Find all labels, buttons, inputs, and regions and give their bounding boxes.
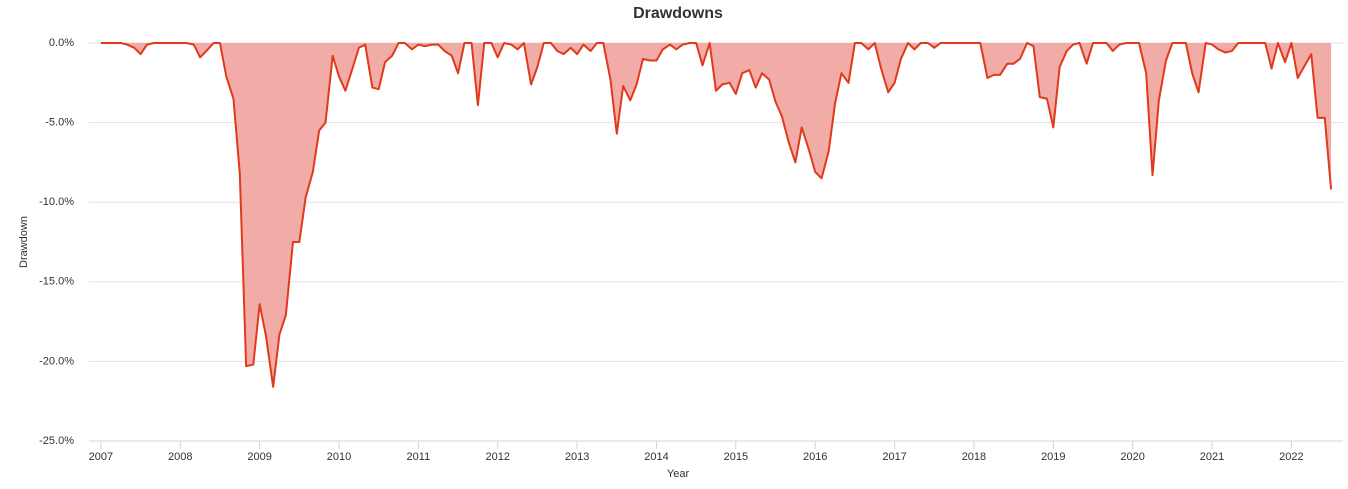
y-tick-label: -5.0% xyxy=(45,117,74,129)
x-tick-label: 2014 xyxy=(644,451,668,463)
y-tick-label: -15.0% xyxy=(39,276,74,288)
x-tick-label: 2019 xyxy=(1041,451,1065,463)
x-axis-label: Year xyxy=(667,468,690,480)
y-tick-label: 0.0% xyxy=(49,37,74,49)
drawdown-line xyxy=(100,42,1333,388)
x-tick-label: 2021 xyxy=(1200,451,1224,463)
x-tick-label: 2016 xyxy=(803,451,827,463)
x-tick-label: 2008 xyxy=(168,451,192,463)
y-tick-label: -10.0% xyxy=(39,196,74,208)
x-tick-label: 2022 xyxy=(1279,451,1303,463)
x-tick-label: 2013 xyxy=(565,451,589,463)
x-tick-label: 2009 xyxy=(247,451,271,463)
y-axis-label: Drawdown xyxy=(18,216,30,268)
x-tick-label: 2017 xyxy=(882,451,906,463)
y-tick-label: -25.0% xyxy=(39,435,74,447)
x-tick-label: 2007 xyxy=(89,451,113,463)
x-tick-label: 2010 xyxy=(327,451,351,463)
x-tick-label: 2020 xyxy=(1120,451,1144,463)
x-tick-label: 2011 xyxy=(407,451,431,463)
y-tick-label: -20.0% xyxy=(39,355,74,367)
x-tick-label: 2012 xyxy=(485,451,509,463)
x-tick-label: 2018 xyxy=(962,451,986,463)
x-tick-label: 2015 xyxy=(724,451,748,463)
chart-title: Drawdowns xyxy=(633,5,723,22)
